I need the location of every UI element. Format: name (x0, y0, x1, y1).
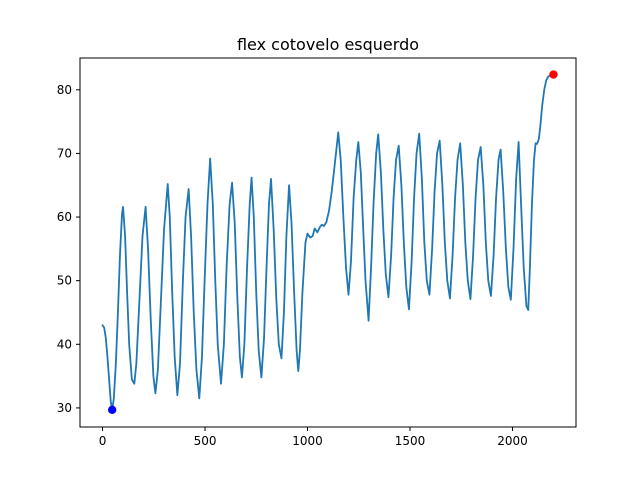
y-tick-label: 80 (57, 83, 72, 97)
y-tick-label: 70 (57, 146, 72, 160)
y-tick-label: 30 (57, 401, 72, 415)
axes: 0 500 1000 1500 2000 30 40 50 60 70 80 (57, 57, 577, 448)
x-tick-label: 0 (99, 434, 107, 448)
x-tick-label: 500 (194, 434, 217, 448)
y-tick-label: 50 (57, 274, 72, 288)
chart-title: flex cotovelo esquerdo (237, 35, 419, 54)
start-marker (107, 405, 117, 415)
x-tick-label: 1000 (292, 434, 323, 448)
x-tick-label: 2000 (497, 434, 528, 448)
y-tick-label: 60 (57, 210, 72, 224)
plot-area (101, 70, 558, 415)
y-tick-label: 40 (57, 337, 72, 351)
x-tick-label: 1500 (395, 434, 426, 448)
series-line-1 (101, 73, 555, 411)
end-marker (549, 70, 558, 79)
axes-frame (79, 57, 577, 428)
